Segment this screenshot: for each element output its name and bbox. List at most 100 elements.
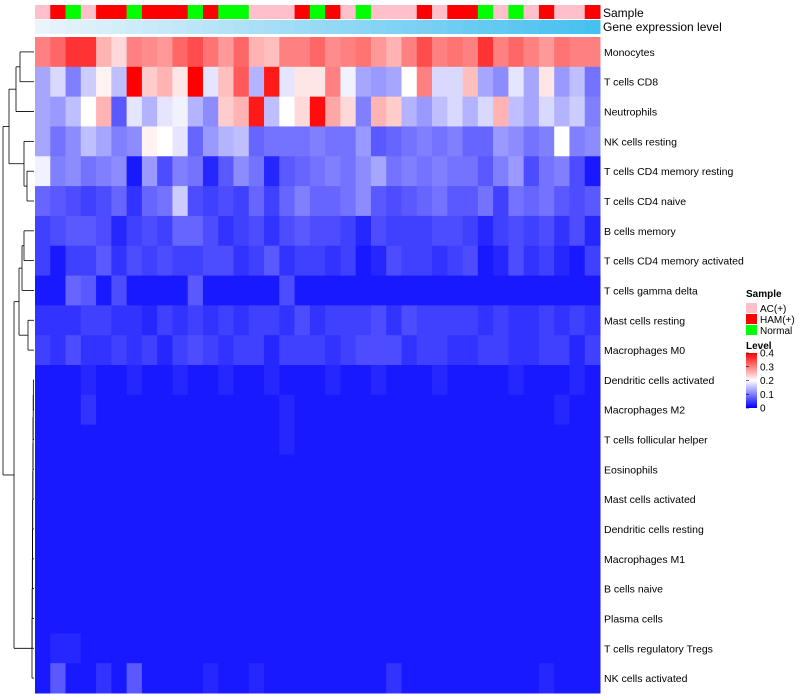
heatmap-cell xyxy=(218,365,235,396)
heatmap-cell xyxy=(111,543,128,575)
heatmap-cell xyxy=(569,573,586,605)
heatmap-cell xyxy=(309,66,326,98)
sample-annotation-cell xyxy=(96,5,112,19)
heatmap-cell xyxy=(65,633,82,664)
row-label: T cells gamma delta xyxy=(604,285,698,297)
heatmap-cell xyxy=(370,245,387,277)
heatmap-cell xyxy=(279,215,296,247)
heatmap-cell xyxy=(202,37,219,68)
heatmap-cell xyxy=(126,96,143,127)
heatmap-cell xyxy=(294,37,311,68)
heatmap-cell xyxy=(462,275,479,306)
heatmap-cell xyxy=(50,573,67,605)
heatmap-cell xyxy=(355,37,372,68)
heatmap-cell xyxy=(126,275,143,306)
heatmap-cell xyxy=(202,186,219,217)
heatmap-cell xyxy=(569,543,586,575)
heatmap-cell xyxy=(126,156,143,187)
heatmap-cell xyxy=(523,126,540,157)
heatmap-cell xyxy=(202,66,219,98)
heatmap-cell xyxy=(35,394,51,426)
heatmap-cell xyxy=(325,96,341,127)
gene-expression-annotation-cell xyxy=(111,20,128,34)
heatmap-cell xyxy=(187,215,204,247)
heatmap-cell xyxy=(325,215,341,247)
heatmap-cell xyxy=(187,484,204,515)
sample-annotation-cell xyxy=(325,5,341,19)
heatmap-cell xyxy=(96,37,112,68)
heatmap-cell xyxy=(493,454,509,485)
heatmap-cell xyxy=(340,454,357,485)
heatmap-cell xyxy=(325,245,341,277)
heatmap-cell xyxy=(202,543,219,575)
row-label: T cells CD4 memory activated xyxy=(604,256,744,268)
heatmap-cell xyxy=(202,633,219,664)
heatmap-cell xyxy=(340,633,357,664)
heatmap-cell xyxy=(279,633,296,664)
sample-annotation-cell xyxy=(35,5,51,19)
heatmap-cell xyxy=(218,96,235,127)
heatmap-cell xyxy=(432,305,448,336)
heatmap-cell xyxy=(386,573,402,605)
heatmap-cell xyxy=(493,603,509,634)
heatmap-cell xyxy=(141,126,158,157)
heatmap-cell xyxy=(309,484,326,515)
heatmap-cell xyxy=(233,424,250,455)
heatmap-cell xyxy=(523,633,540,664)
legend-swatch xyxy=(746,325,757,335)
heatmap-cell xyxy=(386,633,402,664)
heatmap-cell xyxy=(80,215,97,247)
heatmap-cell xyxy=(111,633,128,664)
heatmap-cell xyxy=(325,514,341,545)
gene-expression-annotation-cell xyxy=(523,20,540,34)
heatmap-cell xyxy=(569,454,586,485)
heatmap-cell xyxy=(538,156,555,187)
heatmap-cell xyxy=(538,186,555,217)
heatmap-cell xyxy=(554,424,570,455)
heatmap-cell xyxy=(141,305,158,336)
heatmap-cell xyxy=(447,156,464,187)
heatmap-cell xyxy=(432,663,448,694)
heatmap-cell xyxy=(355,633,372,664)
heatmap-cell xyxy=(340,514,357,545)
heatmap-cell xyxy=(187,37,204,68)
heatmap-cell xyxy=(309,424,326,455)
heatmap-cell xyxy=(279,573,296,605)
legend-entry-label: Normal xyxy=(760,326,792,337)
heatmap-cell xyxy=(355,663,372,694)
heatmap-cell xyxy=(218,245,235,277)
heatmap-cell xyxy=(538,96,555,127)
heatmap-cell xyxy=(309,603,326,634)
heatmap-cell xyxy=(538,215,555,247)
heatmap-cell xyxy=(248,573,265,605)
heatmap-cell xyxy=(141,186,158,217)
heatmap-cell xyxy=(508,484,525,515)
heatmap-cell xyxy=(157,454,173,485)
heatmap-cell xyxy=(65,573,82,605)
heatmap-cell xyxy=(157,514,173,545)
row-label: T cells CD8 xyxy=(604,77,658,89)
heatmap-cell xyxy=(111,215,128,247)
heatmap-cell xyxy=(264,633,280,664)
heatmap-cell xyxy=(523,186,540,217)
heatmap-cell xyxy=(569,603,586,634)
heatmap-cell xyxy=(508,126,525,157)
gene-expression-annotation-cell xyxy=(218,20,235,34)
heatmap-cell xyxy=(50,37,67,68)
heatmap-cell xyxy=(218,66,235,98)
heatmap-cell xyxy=(279,394,296,426)
heatmap-cell xyxy=(218,543,235,575)
heatmap-cell xyxy=(447,335,464,366)
heatmap-cell xyxy=(233,543,250,575)
legend-swatch xyxy=(746,303,757,313)
heatmap-cell xyxy=(187,96,204,127)
heatmap-cell xyxy=(96,335,112,366)
heatmap-cell xyxy=(493,633,509,664)
heatmap-cell xyxy=(416,215,433,247)
heatmap-cell xyxy=(432,573,448,605)
heatmap-cell xyxy=(96,424,112,455)
heatmap-cell xyxy=(477,454,494,485)
heatmap-cell xyxy=(218,603,235,634)
heatmap-cell xyxy=(325,663,341,694)
heatmap-cell xyxy=(401,215,418,247)
